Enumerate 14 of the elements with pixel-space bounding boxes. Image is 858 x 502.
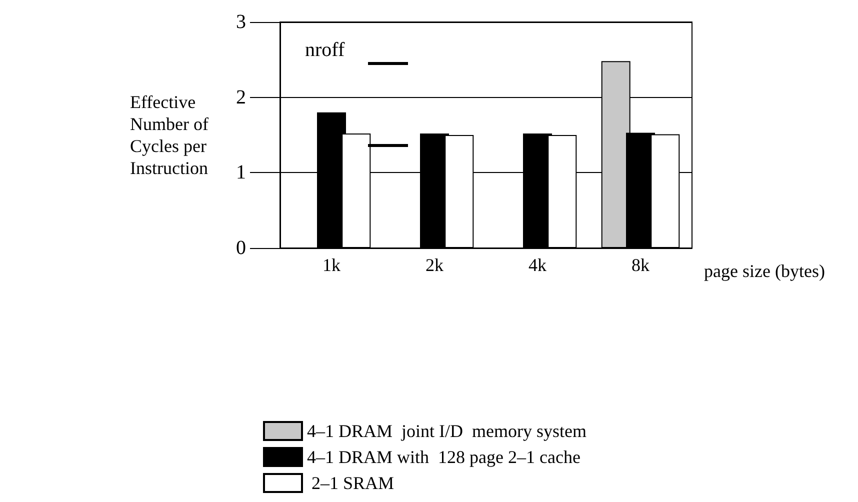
annotation: nroff <box>305 39 345 61</box>
y-tick-label: 2 <box>236 86 246 108</box>
y-tick-label: 3 <box>236 11 246 33</box>
y-axis-title: Effective Number of Cycles per Instruction <box>130 92 208 178</box>
x-tick-label: 8k <box>632 255 650 275</box>
x-tick-label: 2k <box>426 255 444 275</box>
legend-label: 4–1 DRAM with 128 page 2–1 cache <box>307 447 580 467</box>
x-tick-label: 4k <box>528 255 546 275</box>
y-tick-label: 1 <box>236 162 246 184</box>
y-tick-label: 0 <box>236 237 246 259</box>
legend-label: 4–1 DRAM joint I/D memory system <box>307 421 586 441</box>
legend-label: 2–1 SRAM <box>307 473 394 493</box>
x-tick-label: 1k <box>322 255 340 275</box>
x-axis-title: page size (bytes) <box>704 261 825 281</box>
